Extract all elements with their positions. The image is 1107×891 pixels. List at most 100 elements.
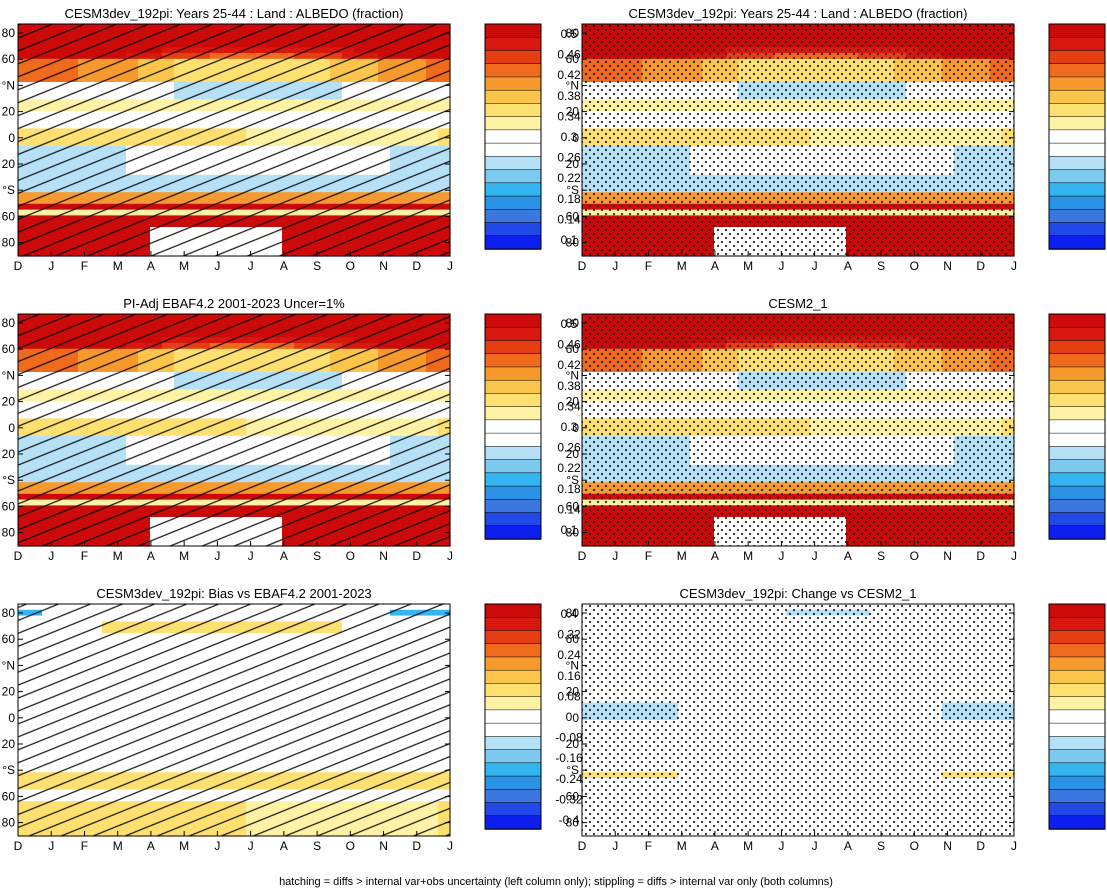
- colorbar-label: 0.38: [557, 379, 581, 393]
- y-tick-label: °N: [2, 368, 15, 382]
- colorbar-swatch: [484, 326, 542, 342]
- y-tick-label: 80: [2, 236, 16, 250]
- colorbar-swatch: [1048, 63, 1106, 78]
- y-tick-label: 80: [2, 26, 16, 40]
- colorbar-frame: [484, 313, 542, 540]
- colorbar-swatch: [1048, 23, 1106, 38]
- colorbar-label: 0.34: [557, 399, 581, 413]
- plot-frame: [17, 313, 451, 547]
- x-tick-label: M: [113, 259, 123, 273]
- colorbar-swatch: [484, 116, 542, 131]
- colorbar-label: 0.22: [557, 171, 581, 185]
- y-tick-label: 60: [566, 52, 580, 66]
- colorbar-swatch: [484, 195, 542, 211]
- colorbar-swatch: [484, 432, 542, 448]
- colorbar-swatch: [484, 182, 542, 197]
- colorbar-frame: [1048, 23, 1106, 250]
- panel-title: PI-Adj EBAF4.2 2001-2023 Uncer=1%: [123, 296, 345, 311]
- colorbar-swatch: [484, 353, 542, 368]
- colorbar-label: 0.5: [561, 317, 578, 331]
- colorbar-label: 0.38: [557, 89, 581, 103]
- x-tick-label: N: [379, 259, 388, 273]
- colorbar-swatch: [1048, 103, 1106, 118]
- colorbar: 0.50.460.420.380.340.30.260.220.180.140.…: [484, 23, 581, 250]
- colorbar-label: 0.14: [557, 502, 581, 516]
- colorbar-label: 0.3: [561, 420, 578, 434]
- colorbar-swatch: [484, 169, 542, 184]
- x-tick-label: J: [1011, 259, 1017, 273]
- colorbar-swatch: [1048, 156, 1106, 171]
- x-tick-label: D: [412, 549, 421, 563]
- x-tick-label: J: [447, 549, 453, 563]
- y-tick-label: 20: [2, 157, 16, 171]
- colorbar-swatch: [484, 446, 542, 461]
- colorbar-swatch: [1048, 36, 1106, 52]
- colorbar-swatch: [484, 142, 542, 158]
- colorbar-swatch: [1048, 89, 1106, 105]
- colorbar-swatch: [484, 512, 542, 527]
- x-tick-label: J: [248, 259, 254, 273]
- y-tick-label: °S: [566, 183, 579, 197]
- plot-frame: [17, 23, 451, 257]
- colorbar-swatch: [484, 156, 542, 171]
- x-tick-label: D: [976, 259, 985, 273]
- x-tick-label: A: [280, 259, 288, 273]
- colorbar-swatch: [1048, 235, 1106, 250]
- x-tick-label: O: [346, 259, 355, 273]
- hatching-overlay: [18, 24, 450, 256]
- colorbar-label: 0.1: [561, 523, 578, 537]
- colorbar-swatch: [484, 485, 542, 501]
- colorbar-label: 0.5: [561, 27, 578, 41]
- colorbar-label: 0.3: [561, 130, 578, 144]
- x-tick-label: A: [147, 259, 155, 273]
- colorbar-swatch: [484, 89, 542, 105]
- x-tick-label: M: [179, 259, 189, 273]
- colorbar-swatch: [484, 76, 542, 91]
- colorbar-swatch: [484, 235, 542, 250]
- colorbar-label: 0.18: [557, 192, 581, 206]
- y-tick-label: 20: [2, 105, 16, 119]
- colorbar-swatch: [484, 103, 542, 118]
- colorbar-swatch: [484, 499, 542, 514]
- colorbar-label: 0.26: [557, 441, 581, 455]
- stippling-overlay: [582, 24, 1014, 256]
- colorbar: 0.50.460.420.380.340.30.260.220.180.140.…: [1048, 23, 1106, 250]
- x-tick-label: J: [778, 259, 784, 273]
- y-tick-label: 20: [566, 105, 580, 119]
- colorbar-swatch: [484, 472, 542, 487]
- y-tick-label: 20: [2, 395, 16, 409]
- y-tick-label: 60: [566, 209, 580, 223]
- y-tick-label: 0: [8, 421, 15, 435]
- colorbar-swatch: [484, 419, 542, 434]
- x-tick-label: N: [379, 549, 388, 563]
- colorbar-swatch: [484, 340, 542, 355]
- y-tick-label: 80: [566, 236, 580, 250]
- colorbar-label: 0.42: [557, 358, 581, 372]
- colorbar-swatch: [484, 50, 542, 65]
- y-tick-label: 60: [2, 209, 16, 223]
- colorbar-swatch: [1048, 129, 1106, 144]
- colorbar-swatch: [1048, 169, 1106, 184]
- x-tick-label: O: [910, 259, 919, 273]
- x-tick-label: S: [313, 259, 321, 273]
- x-tick-label: S: [313, 549, 321, 563]
- y-tick-label: 0: [8, 131, 15, 145]
- x-tick-label: D: [412, 259, 421, 273]
- x-tick-label: A: [711, 259, 719, 273]
- x-tick-label: J: [447, 259, 453, 273]
- x-tick-label: A: [147, 549, 155, 563]
- x-tick-label: D: [14, 549, 23, 563]
- x-tick-label: S: [877, 259, 885, 273]
- colorbar-label: 0.18: [557, 482, 581, 496]
- colorbar-label: 0.1: [561, 233, 578, 247]
- colorbar-swatch: [484, 209, 542, 224]
- x-tick-label: M: [113, 549, 123, 563]
- y-tick-label: 60: [2, 52, 16, 66]
- x-tick-label: A: [844, 259, 852, 273]
- colorbar-swatch: [1048, 182, 1106, 197]
- y-tick-label: 80: [566, 26, 580, 40]
- x-tick-label: M: [179, 549, 189, 563]
- y-tick-label: °N: [566, 78, 579, 92]
- y-tick-label: 60: [2, 342, 16, 356]
